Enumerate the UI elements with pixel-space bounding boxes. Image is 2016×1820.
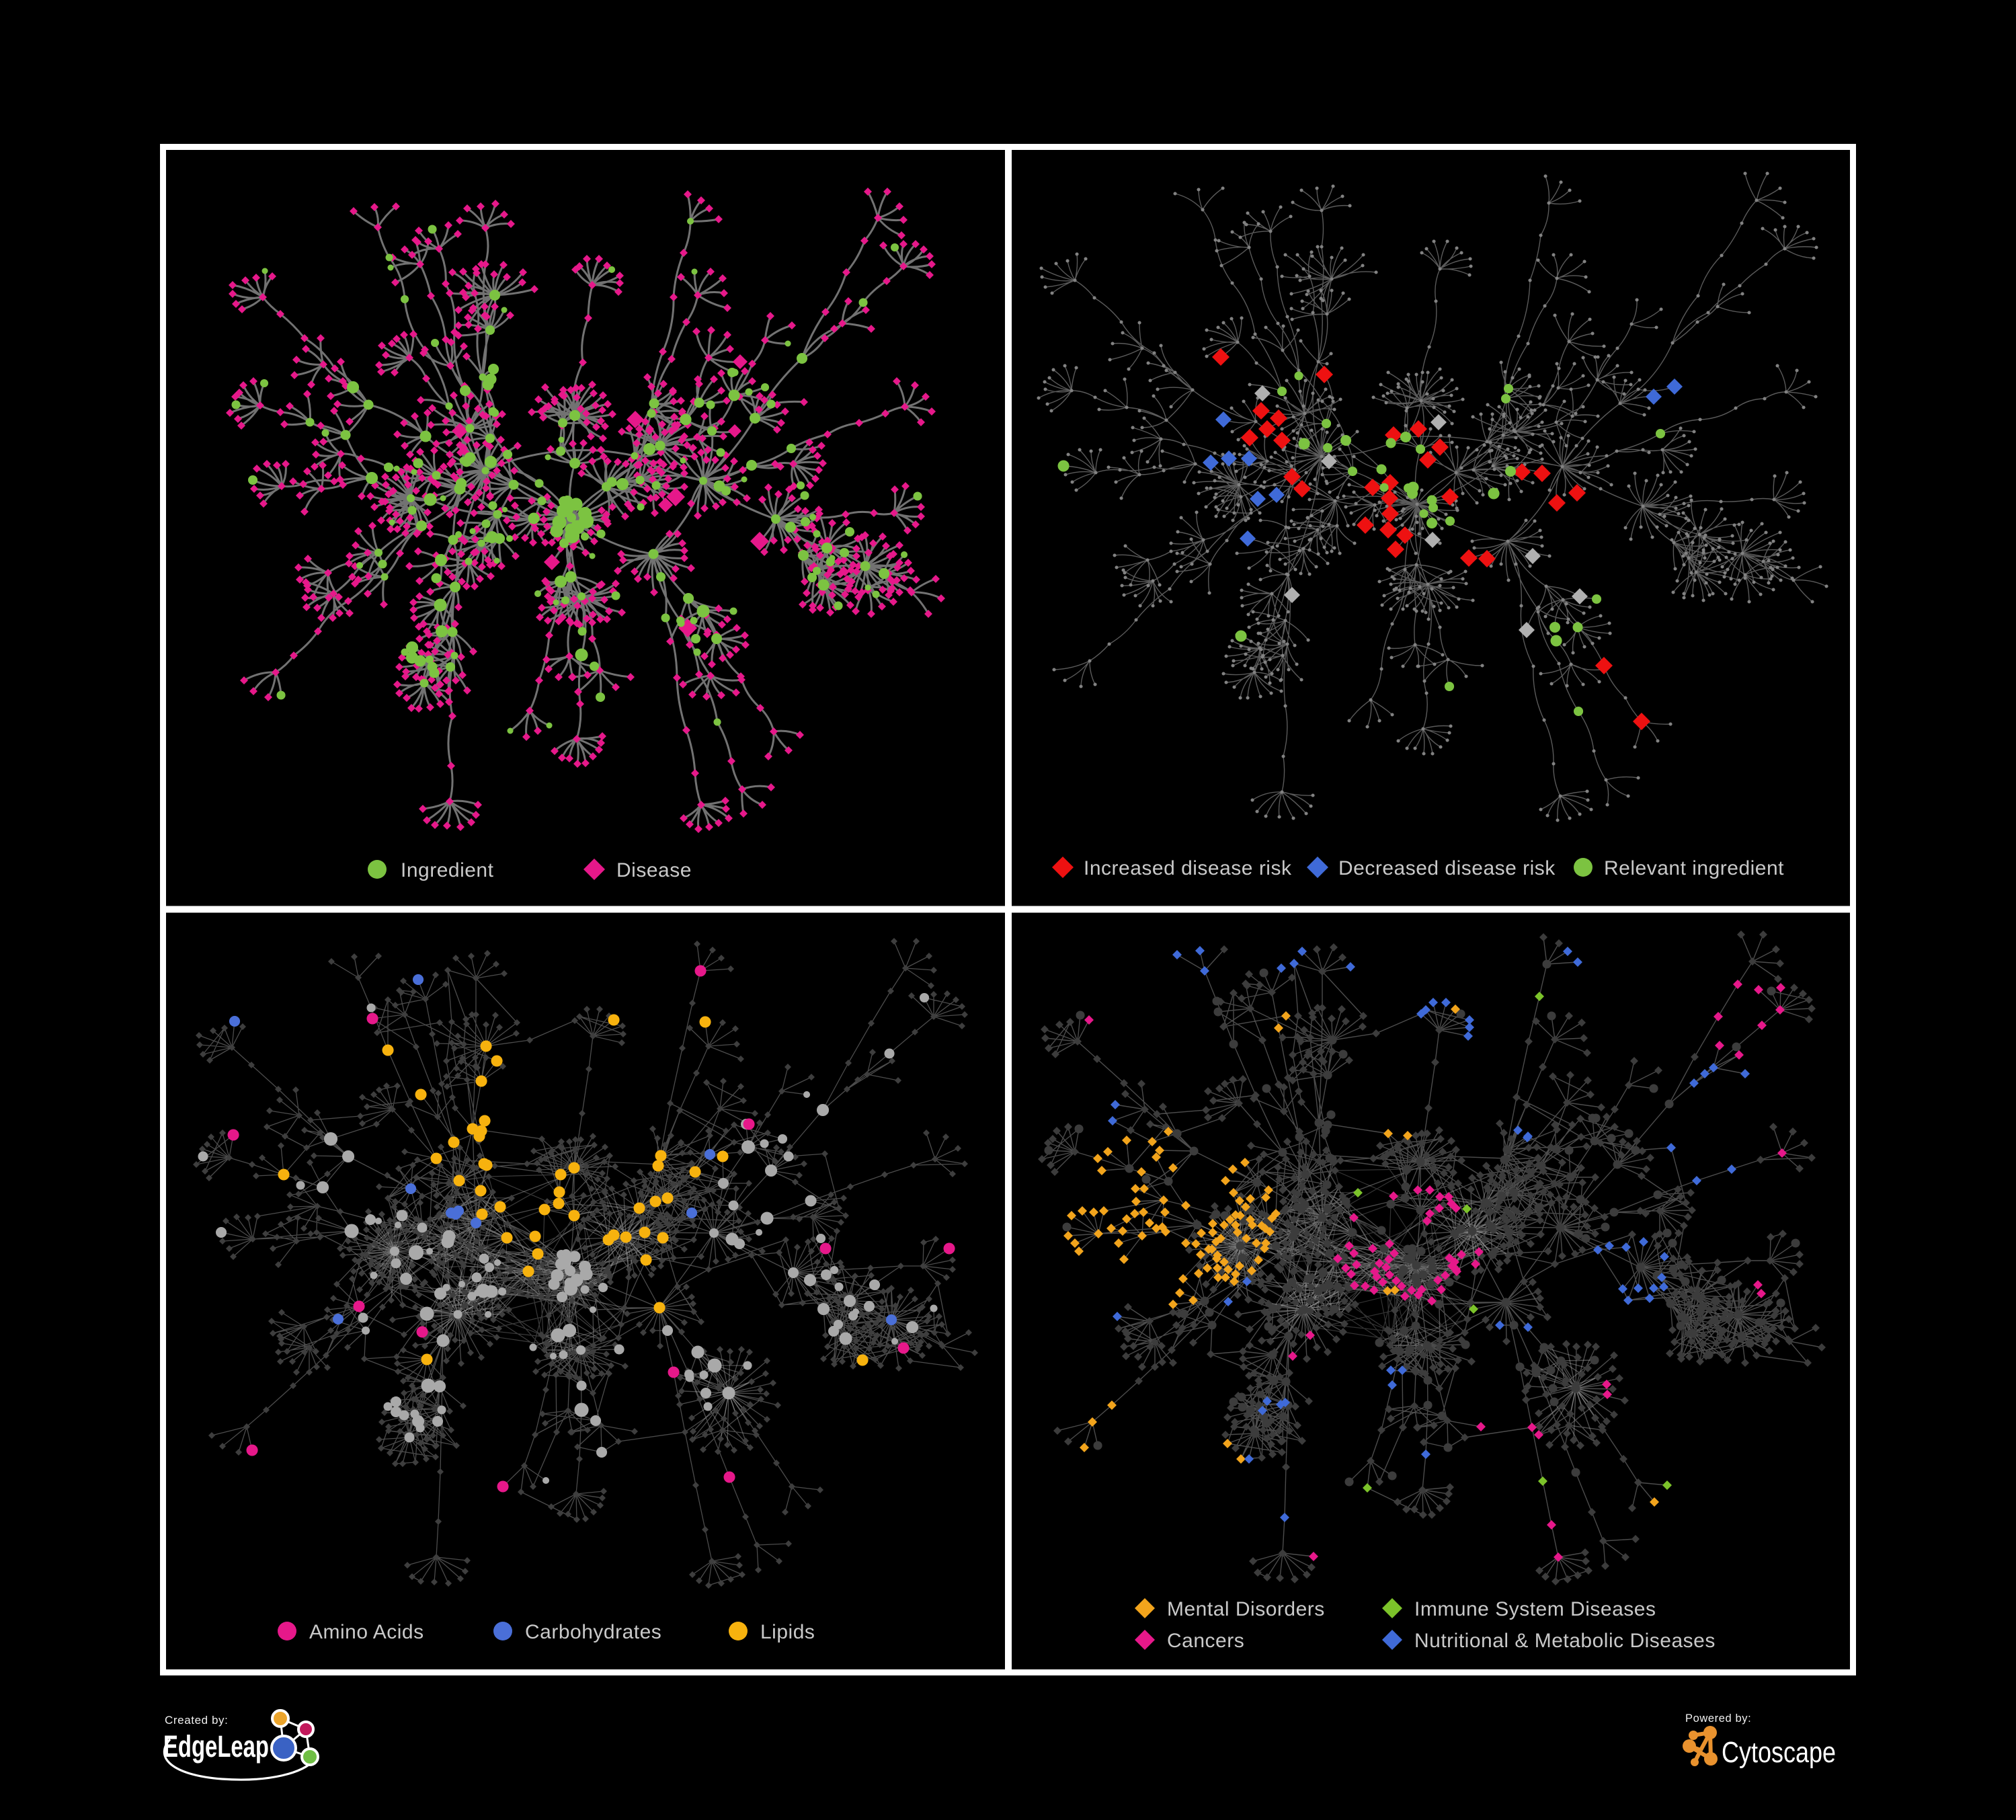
svg-text:Relevant ingredient: Relevant ingredient [1604,857,1784,879]
svg-text:Powered by:: Powered by: [1685,1712,1751,1725]
svg-text:Nutritional & Metabolic Diseas: Nutritional & Metabolic Diseases [1414,1630,1716,1652]
svg-text:Created by:: Created by: [165,1714,228,1727]
svg-text:Amino Acids: Amino Acids [309,1621,424,1643]
svg-text:Disease: Disease [616,859,692,881]
svg-text:Carbohydrates: Carbohydrates [525,1621,661,1643]
svg-text:Cancers: Cancers [1167,1630,1244,1652]
svg-text:Lipids: Lipids [760,1621,815,1643]
svg-text:Ingredient: Ingredient [401,859,494,881]
svg-text:Immune System Diseases: Immune System Diseases [1414,1598,1656,1620]
svg-text:Mental Disorders: Mental Disorders [1167,1598,1325,1620]
svg-text:Decreased disease risk: Decreased disease risk [1338,857,1556,879]
svg-text:Cytoscape: Cytoscape [1722,1736,1836,1769]
svg-text:Increased disease risk: Increased disease risk [1084,857,1292,879]
svg-text:EdgeLeap: EdgeLeap [163,1729,269,1764]
